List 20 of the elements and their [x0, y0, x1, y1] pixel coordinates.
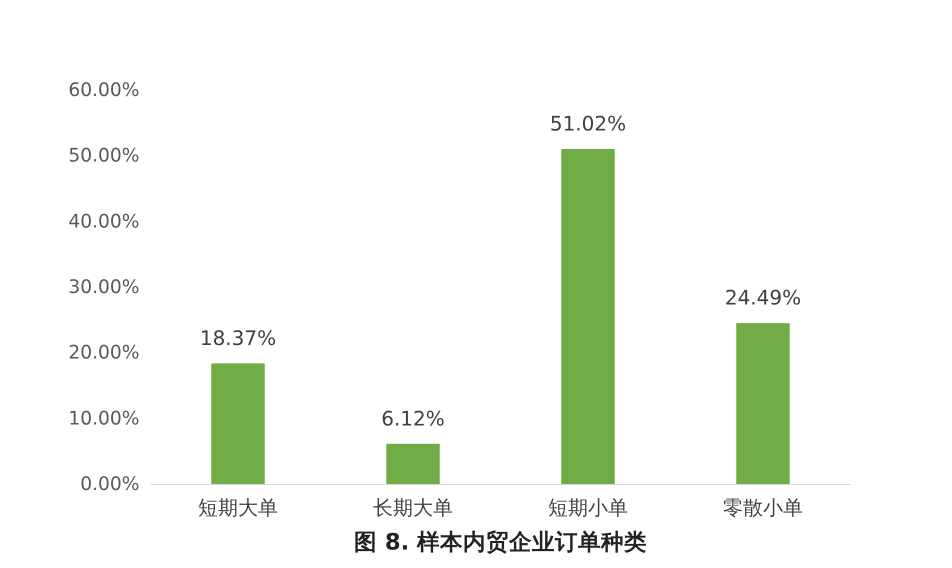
- bar: [736, 323, 790, 484]
- x-tick-label: 长期大单: [373, 496, 453, 520]
- data-label: 18.37%: [200, 326, 276, 350]
- bar: [386, 444, 440, 484]
- y-tick-label: 10.00%: [68, 408, 140, 430]
- y-tick-label: 40.00%: [68, 211, 140, 232]
- data-label: 24.49%: [724, 286, 802, 310]
- y-tick-label: 60.00%: [68, 80, 140, 101]
- data-label: 6.12%: [381, 406, 445, 430]
- y-tick-label: 30.00%: [68, 277, 140, 298]
- x-tick-label: 零散小单: [723, 496, 803, 520]
- bar: [211, 363, 265, 484]
- y-tick-label: 20.00%: [68, 342, 140, 364]
- y-tick-label: 0.00%: [80, 474, 140, 495]
- y-tick-label: 50.00%: [68, 146, 140, 167]
- text: 图 8. 样本内贸企业订单种类: [354, 530, 648, 556]
- x-tick-label: 短期小单: [548, 496, 628, 520]
- bar: [561, 148, 615, 484]
- data-label: 51.02%: [550, 111, 626, 136]
- x-tick-label: 短期大单: [198, 496, 278, 520]
